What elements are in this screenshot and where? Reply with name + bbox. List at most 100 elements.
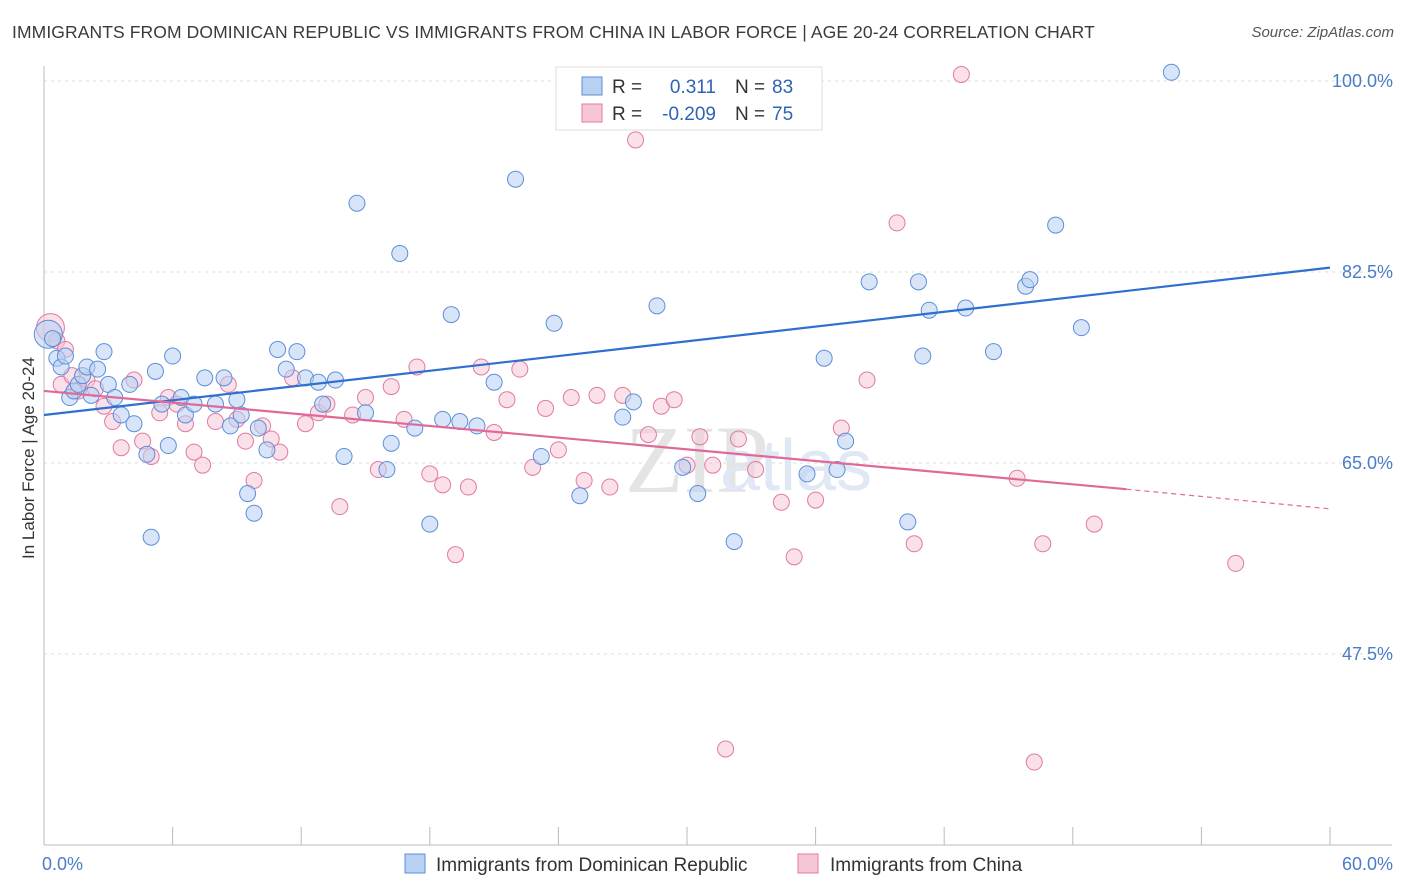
dominican-point-33 bbox=[239, 485, 257, 503]
dominican-point-47 bbox=[378, 461, 396, 479]
trend-line-china-extension bbox=[1126, 488, 1331, 510]
dominican-point-58 bbox=[532, 447, 550, 465]
x-tick-label-0: 0.0% bbox=[42, 854, 83, 874]
dominican-point-81 bbox=[1047, 216, 1065, 234]
china-point-64 bbox=[747, 461, 765, 479]
trend-lines bbox=[43, 266, 1331, 510]
china-point-10 bbox=[112, 439, 130, 457]
china-point-75 bbox=[1034, 535, 1052, 553]
china-point-63 bbox=[729, 430, 747, 448]
dominican-point-75 bbox=[914, 347, 932, 365]
china-point-67 bbox=[807, 491, 825, 509]
dominican-point-64 bbox=[648, 297, 666, 315]
china-point-53 bbox=[601, 478, 619, 496]
dominican-point-18 bbox=[138, 445, 156, 463]
china-point-18 bbox=[185, 443, 203, 461]
legend-r-label-blue: R = bbox=[612, 77, 642, 98]
x-tick-label-1: 60.0% bbox=[1342, 854, 1393, 874]
dominican-point-69 bbox=[815, 349, 833, 367]
dominican-point-66 bbox=[689, 485, 707, 503]
legend-n-label-pink: N = bbox=[735, 104, 765, 125]
dominican-point-4 bbox=[56, 347, 74, 365]
china-point-77 bbox=[1227, 554, 1245, 572]
grid bbox=[44, 80, 1392, 655]
dominican-point-70 bbox=[828, 461, 846, 479]
dominican-point-29 bbox=[215, 369, 233, 387]
china-point-52 bbox=[588, 386, 606, 404]
dominican-point-19 bbox=[142, 528, 160, 546]
legend-n-value-pink: 75 bbox=[772, 104, 793, 125]
dominican-point-57 bbox=[507, 170, 525, 188]
dominican-point-46 bbox=[357, 404, 374, 422]
dominican-point-44 bbox=[335, 447, 353, 465]
legend-r-label-pink: R = bbox=[612, 104, 642, 125]
dominican-point-65 bbox=[674, 458, 692, 476]
y-tick-label-2: 82.5% bbox=[1342, 262, 1393, 282]
china-point-23 bbox=[236, 432, 254, 450]
legend-n-value-blue: 83 bbox=[772, 77, 793, 98]
dominican-point-45 bbox=[348, 194, 366, 212]
china-point-32 bbox=[331, 498, 349, 516]
china-point-70 bbox=[888, 214, 906, 232]
dominican-point-56 bbox=[485, 373, 503, 391]
dominican-point-16 bbox=[121, 375, 139, 393]
chart-title: IMMIGRANTS FROM DOMINICAN REPUBLIC VS IM… bbox=[12, 22, 1095, 42]
bottom-legend-swatch-pink bbox=[797, 853, 819, 874]
china-point-51 bbox=[575, 471, 593, 489]
china-point-72 bbox=[952, 65, 970, 83]
dominican-point-32 bbox=[232, 406, 250, 424]
china-point-50 bbox=[562, 389, 580, 407]
legend-swatch-pink bbox=[581, 103, 603, 123]
china-point-65 bbox=[772, 493, 790, 511]
dominican-point-27 bbox=[196, 369, 214, 387]
china-point-62 bbox=[717, 740, 735, 758]
china-point-43 bbox=[472, 358, 490, 376]
axes bbox=[43, 66, 1392, 846]
dominican-point-83 bbox=[1162, 63, 1180, 81]
china-point-66 bbox=[785, 548, 803, 566]
dominican-point-62 bbox=[614, 408, 632, 426]
dominican-point-12 bbox=[95, 343, 113, 361]
y-tick-label-1: 65.0% bbox=[1342, 453, 1393, 473]
dominican-point-68 bbox=[798, 465, 816, 483]
trend-line-china bbox=[43, 389, 1127, 491]
dominican-point-53 bbox=[442, 306, 460, 324]
dominican-point-22 bbox=[159, 437, 177, 455]
china-point-42 bbox=[459, 478, 477, 496]
dominican-point-50 bbox=[406, 419, 424, 437]
bottom-legend-label-blue: Immigrants from Dominican Republic bbox=[436, 855, 748, 876]
bottom-legend-label-pink: Immigrants from China bbox=[830, 855, 1023, 876]
china-point-39 bbox=[421, 465, 439, 483]
source-label: Source: ZipAtlas.com bbox=[1251, 24, 1394, 41]
legend-r-value-pink: -0.209 bbox=[662, 104, 716, 125]
dominican-point-42 bbox=[314, 395, 332, 413]
china-point-29 bbox=[296, 415, 314, 433]
dominican-point-80 bbox=[1021, 271, 1039, 289]
china-point-55 bbox=[627, 131, 645, 149]
china-point-61 bbox=[704, 456, 722, 474]
dominican-point-60 bbox=[571, 487, 589, 505]
legend: R = 0.311 N = 83 R = -0.209 N = 75 bbox=[555, 66, 823, 131]
china-point-69 bbox=[858, 371, 876, 389]
dominican-point-28 bbox=[206, 395, 224, 413]
china-point-60 bbox=[691, 428, 709, 446]
china-point-41 bbox=[447, 546, 465, 564]
dominican-point-21 bbox=[153, 395, 171, 413]
dominican-point-51 bbox=[421, 515, 439, 533]
dominican-point-67 bbox=[725, 533, 743, 551]
dominican-point-36 bbox=[258, 441, 276, 459]
china-point-56 bbox=[639, 426, 657, 444]
dominican-point-34 bbox=[245, 504, 263, 522]
legend-swatch-blue bbox=[581, 76, 603, 96]
dominican-point-74 bbox=[909, 273, 927, 291]
china-point-20 bbox=[206, 413, 224, 431]
china-point-19 bbox=[194, 456, 212, 474]
dominican-point-49 bbox=[391, 244, 409, 262]
china-point-74 bbox=[1025, 753, 1043, 771]
dominican-point-48 bbox=[382, 434, 400, 452]
y-tick-label-0: 47.5% bbox=[1342, 644, 1393, 664]
china-point-76 bbox=[1085, 515, 1103, 533]
bottom-legend-swatch-blue bbox=[404, 853, 426, 874]
dominican-point-17 bbox=[125, 415, 143, 433]
